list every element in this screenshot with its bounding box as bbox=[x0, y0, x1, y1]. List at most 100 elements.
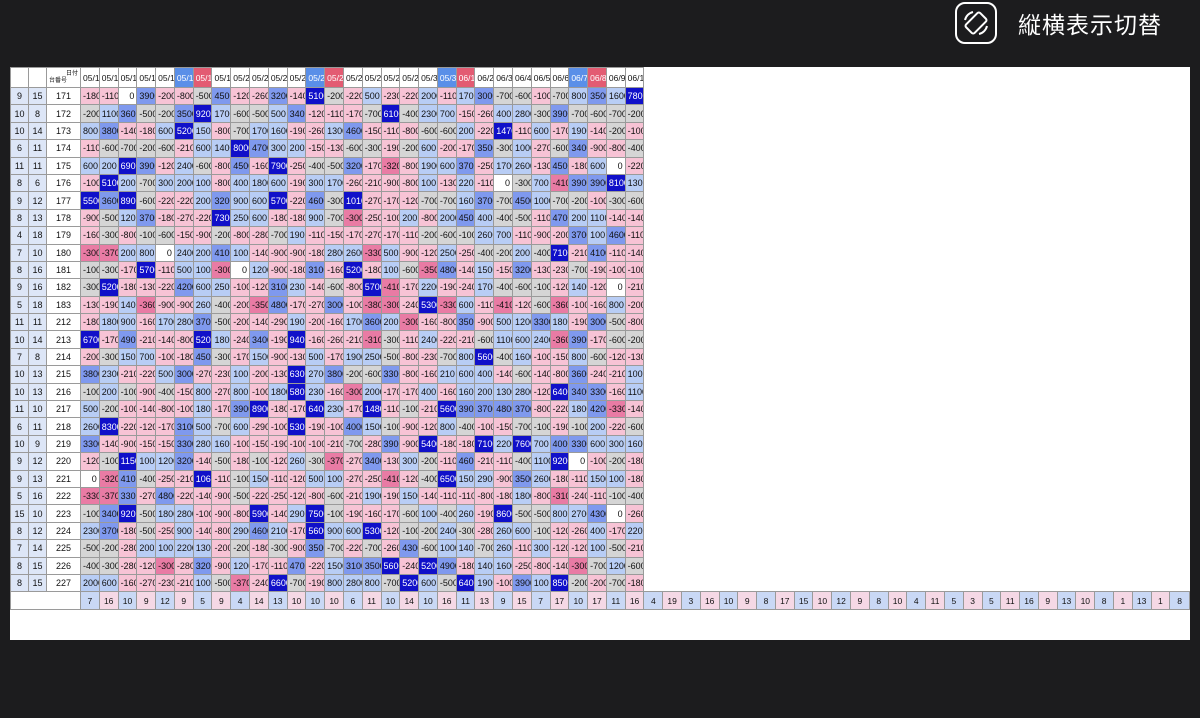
value-cell: 0 bbox=[230, 260, 251, 280]
value-cell: -400 bbox=[155, 382, 175, 402]
value-cell: -2700 bbox=[361, 191, 382, 210]
value-cell: -1700 bbox=[587, 330, 607, 349]
value-cell: -700 bbox=[605, 104, 626, 123]
value-cell: -1200 bbox=[549, 539, 570, 558]
value-cell: -200 bbox=[136, 139, 157, 158]
value-cell: -1700 bbox=[230, 347, 251, 367]
value-cell: 1700 bbox=[455, 86, 476, 106]
value-cell: -500 bbox=[211, 573, 232, 593]
value-cell: -400 bbox=[211, 295, 232, 315]
value-cell: -700 bbox=[361, 104, 382, 123]
footer-count: 15 bbox=[793, 591, 814, 611]
value-cell: -3000 bbox=[568, 556, 589, 575]
value-cell: -2600 bbox=[624, 504, 645, 523]
row-count-a: 9 bbox=[10, 191, 29, 210]
value-cell: 4700 bbox=[549, 208, 570, 228]
value-cell: 5200 bbox=[342, 260, 363, 280]
table-row: 815226-400-300-2800-1200-3000-28003200-9… bbox=[10, 556, 1190, 575]
value-cell: 600 bbox=[587, 434, 607, 454]
row-count-b: 15 bbox=[28, 556, 47, 575]
table-row: 8152272000600-1600-2700-2300-2100100-500… bbox=[10, 573, 1190, 593]
date-header: 06/7土 bbox=[568, 67, 589, 88]
value-cell: 5700 bbox=[136, 260, 157, 280]
machine-number: 217 bbox=[46, 400, 81, 419]
value-cell: -200 bbox=[155, 104, 175, 123]
row-count-b: 13 bbox=[28, 365, 47, 384]
value-cell: 100 bbox=[587, 539, 607, 558]
value-cell: -700 bbox=[230, 121, 251, 141]
value-cell: -1800 bbox=[136, 121, 157, 141]
value-cell: 0 bbox=[155, 243, 175, 262]
value-cell: -1400 bbox=[192, 521, 213, 541]
rotate-orientation-button[interactable] bbox=[955, 2, 997, 44]
value-cell: 1700 bbox=[324, 173, 344, 193]
value-cell: 1700 bbox=[249, 121, 269, 141]
value-cell: -100 bbox=[324, 504, 344, 523]
value-cell: -400 bbox=[493, 278, 513, 297]
value-cell: -700 bbox=[136, 173, 157, 193]
value-cell: 1000 bbox=[511, 139, 532, 158]
value-cell: 4000 bbox=[549, 434, 570, 454]
value-cell: -2700 bbox=[192, 365, 213, 384]
footer-count: 9 bbox=[1037, 591, 1058, 611]
value-cell: -1400 bbox=[117, 121, 138, 141]
value-cell: -1400 bbox=[136, 400, 157, 419]
value-cell: 2900 bbox=[474, 469, 495, 488]
value-cell: -1900 bbox=[436, 278, 457, 297]
value-cell: -200 bbox=[211, 226, 232, 245]
value-cell: 1400 bbox=[474, 556, 495, 575]
row-count-b: 14 bbox=[28, 539, 47, 558]
date-header: 06/5木 bbox=[530, 67, 551, 88]
rotate-orientation-label[interactable]: 縦横表示切替 bbox=[1018, 13, 1162, 39]
footer-row: 7 16 10 9 12 9 5 9 4 14 13 10 10 10 6 11 10 14 10 16 11 13 9 15… bbox=[10, 591, 1190, 611]
value-cell: -100 bbox=[455, 226, 476, 245]
value-cell: -100 bbox=[530, 278, 551, 297]
machine-number: 226 bbox=[46, 556, 81, 575]
value-cell: -1700 bbox=[249, 556, 269, 575]
machine-number: 175 bbox=[46, 156, 81, 175]
value-cell: 0 bbox=[493, 173, 513, 193]
value-cell: 2900 bbox=[230, 521, 251, 541]
table-row: 714225-500-200-280020010022001300-2000-2… bbox=[10, 539, 1190, 558]
row-count-b: 11 bbox=[28, 417, 47, 436]
value-cell: -2700 bbox=[305, 295, 326, 315]
machine-number: 171 bbox=[46, 86, 81, 106]
value-cell: 3900 bbox=[380, 434, 401, 454]
value-cell: -2600 bbox=[249, 86, 269, 106]
value-cell: 4100 bbox=[587, 243, 607, 262]
value-cell: -1800 bbox=[436, 434, 457, 454]
value-cell: 2400 bbox=[530, 330, 551, 349]
value-cell: -700 bbox=[568, 104, 589, 123]
value-cell: -1800 bbox=[455, 556, 476, 575]
footer-count: 8 bbox=[756, 591, 776, 611]
value-cell: 3900 bbox=[455, 400, 476, 419]
table-row: 816181-100-300-17005700-11005001000-3000… bbox=[10, 260, 1190, 280]
value-cell: 100 bbox=[192, 173, 213, 193]
footer-count: 10 bbox=[324, 591, 344, 611]
